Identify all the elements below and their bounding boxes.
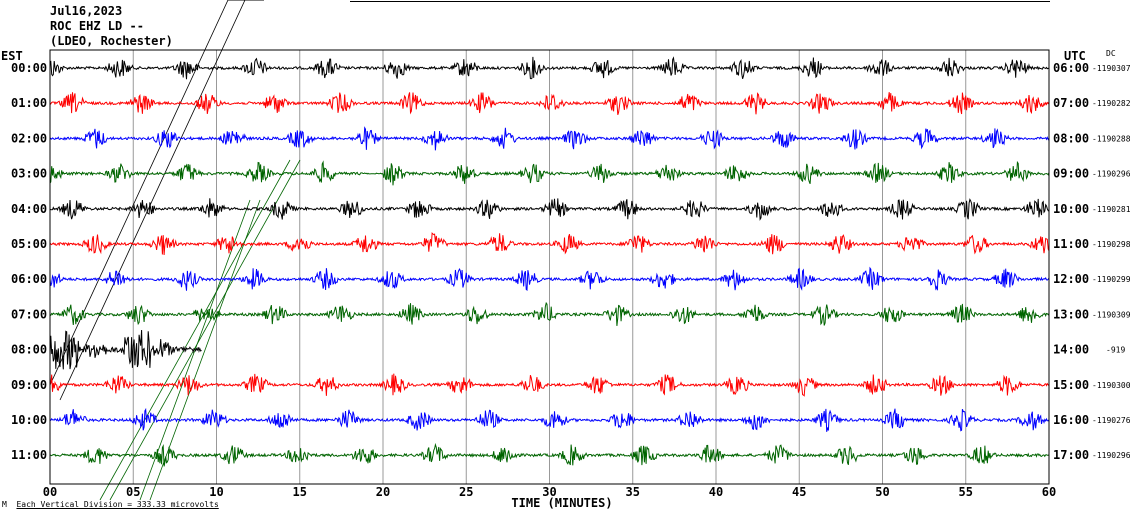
dc-offset-label: -1190276 <box>1092 416 1130 425</box>
dc-offset-label: -919 <box>1106 346 1125 355</box>
est-hour-labels: 00:00 01:00 02:00 03:00 04:00 05:00 06:00 07:00… <box>11 61 47 462</box>
trace <box>49 126 1050 151</box>
x-tick-label: 30 <box>542 485 556 499</box>
right-axis-label: UTC <box>1064 49 1086 63</box>
dc-offset-label: -1190281 <box>1092 205 1130 214</box>
utc-hour-label: 13:00 <box>1053 307 1089 321</box>
utc-hour-label: 09:00 <box>1053 167 1089 181</box>
utc-hour-labels: 06:00 07:00 08:00 09:00 10:00 11:00 12:00 13:00… <box>1053 61 1089 462</box>
x-tick-label: 50 <box>875 485 889 499</box>
scale-note: Each Vertical Division = 333.33 microvol… <box>16 500 219 509</box>
header-date: Jul16,2023 <box>50 4 123 18</box>
trace <box>49 373 1050 397</box>
x-axis-tick-labels: 00 05 10 15 20 25 30 35 40 45 50 55 60 <box>43 485 1056 499</box>
dc-offset-label: -1190288 <box>1092 134 1130 143</box>
x-tick-label: 00 <box>43 485 57 499</box>
footer-mark: M <box>2 500 7 509</box>
dc-offset-label: -1190296 <box>1092 170 1130 179</box>
event-cross-lines <box>49 0 301 501</box>
dc-offset-label: -1190300 <box>1092 381 1130 390</box>
trace <box>49 232 1050 256</box>
dc-offset-label: -1190299 <box>1092 275 1130 284</box>
trace <box>49 407 1050 432</box>
cross-line <box>59 0 246 401</box>
footer: M Each Vertical Division = 333.33 microv… <box>2 500 219 509</box>
x-tick-label: 40 <box>709 485 723 499</box>
est-hour-label: 08:00 <box>11 343 47 357</box>
est-hour-label: 11:00 <box>11 448 47 462</box>
est-hour-label: 06:00 <box>11 272 47 286</box>
x-tick-label: 20 <box>376 485 390 499</box>
x-tick-label: 25 <box>459 485 473 499</box>
est-hour-label: 02:00 <box>11 131 47 145</box>
dc-offset-label: -1190307 <box>1092 64 1130 73</box>
dc-offset-label: -1190309 <box>1092 310 1130 319</box>
header-network: (LDEO, Rochester) <box>50 34 173 48</box>
utc-hour-label: 17:00 <box>1053 448 1089 462</box>
est-hour-label: 10:00 <box>11 413 47 427</box>
trace <box>49 329 202 370</box>
est-hour-label: 03:00 <box>11 167 47 181</box>
est-hour-label: 07:00 <box>11 307 47 321</box>
right-corner-label: DC <box>1106 49 1116 58</box>
header-station: ROC EHZ LD -- <box>50 19 144 33</box>
utc-hour-label: 08:00 <box>1053 131 1089 145</box>
trace <box>49 92 1050 115</box>
utc-hour-label: 11:00 <box>1053 237 1089 251</box>
cross-line <box>109 159 301 501</box>
x-axis-label: TIME (MINUTES) <box>511 496 612 510</box>
trace <box>49 56 1050 80</box>
x-tick-label: 15 <box>293 485 307 499</box>
est-hour-label: 04:00 <box>11 202 47 216</box>
x-tick-label: 05 <box>126 485 140 499</box>
dc-offset-labels: -1190307 -1190282 -1190288 -1190296 -1190281… <box>1092 64 1130 460</box>
utc-hour-label: 15:00 <box>1053 378 1089 392</box>
trace <box>49 266 1050 291</box>
x-tick-label: 35 <box>626 485 640 499</box>
utc-hour-label: 06:00 <box>1053 61 1089 75</box>
dc-offset-label: -1190282 <box>1092 99 1130 108</box>
dc-offset-label: -1190298 <box>1092 240 1130 249</box>
est-hour-label: 09:00 <box>11 378 47 392</box>
x-tick-label: 10 <box>209 485 223 499</box>
left-axis-label: EST <box>1 49 23 63</box>
seismic-traces <box>49 56 1050 467</box>
x-tick-label: 45 <box>792 485 806 499</box>
x-tick-label: 55 <box>959 485 973 499</box>
trace <box>49 442 1050 467</box>
utc-hour-label: 12:00 <box>1053 272 1089 286</box>
time-gridlines <box>132 50 967 484</box>
plot-frame <box>49 49 1050 485</box>
est-hour-label: 05:00 <box>11 237 47 251</box>
x-tick-label: 60 <box>1042 485 1056 499</box>
est-hour-label: 01:00 <box>11 96 47 110</box>
est-hour-label: 00:00 <box>11 61 47 75</box>
cross-line <box>99 159 291 501</box>
utc-hour-label: 14:00 <box>1053 343 1089 357</box>
utc-hour-label: 07:00 <box>1053 96 1089 110</box>
utc-hour-label: 10:00 <box>1053 202 1089 216</box>
trace <box>49 198 1050 221</box>
cross-line <box>49 0 229 386</box>
utc-hour-label: 16:00 <box>1053 413 1089 427</box>
dc-offset-label: -1190296 <box>1092 451 1130 460</box>
trace <box>49 301 1050 326</box>
trace <box>49 160 1050 186</box>
